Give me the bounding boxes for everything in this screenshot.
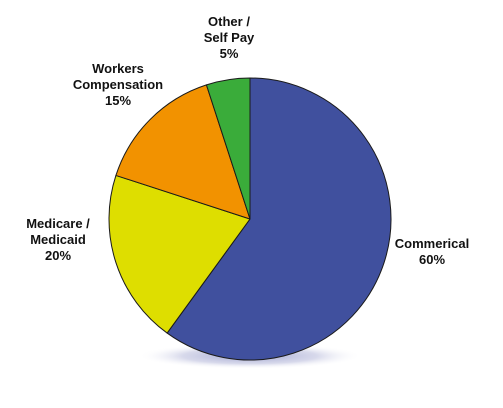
pie-slice [166,77,392,361]
pie-slice-label: Other / Self Pay 5% [204,14,255,61]
pie-slice-label-line: Commerical [395,236,469,251]
pie-slice-label-line: Medicaid [30,232,86,247]
pie-slices [108,77,392,361]
pie-slice-label: Medicare / Medicaid 20% [26,216,90,263]
pie-slice [108,174,251,334]
pie-slice [205,77,251,220]
pie-slice-label-line: 20% [45,248,71,263]
pie-slice-label-line: Self Pay [204,30,255,45]
pie-slice-label-line: Compensation [73,77,163,92]
pie-slice-label-line: Workers [92,61,144,76]
pie-slice-label-line: Other / [208,14,250,29]
pie-slice-label-line: 15% [105,93,131,108]
pie-slice-label-line: 60% [419,252,445,267]
pie-slice-label: Commerical 60% [395,236,469,267]
pie-slice-label-line: Medicare / [26,216,90,231]
pie-slice [115,84,251,220]
pie-labels: Commerical 60% Medicare / Medicaid 20% Worker… [26,14,469,267]
pie-slice-label: Workers Compensation 15% [73,61,163,108]
pie-slice-label-line: 5% [220,46,239,61]
